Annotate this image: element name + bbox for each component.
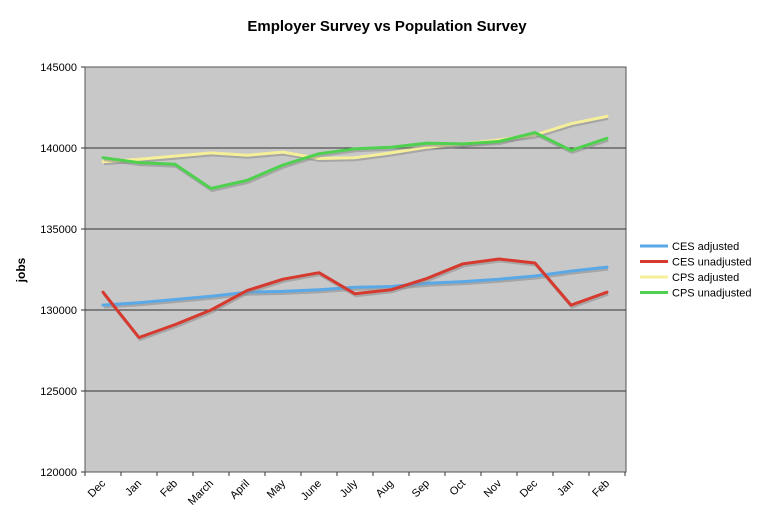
y-tick-label: 145000 [40, 62, 77, 74]
legend-label: CES adjusted [672, 241, 739, 253]
y-tick-label: 135000 [40, 224, 77, 236]
x-tick-label: Feb [158, 478, 180, 500]
x-tick-label: May [265, 477, 289, 501]
legend: CES adjusted CES unadjusted CPS adjusted CP… [640, 241, 752, 300]
series-lines [101, 114, 609, 341]
chart-title: Employer Survey vs Population Survey [247, 18, 527, 35]
y-axis-ticks: 120000 125000 130000 135000 140000 145000 [40, 62, 85, 479]
x-tick-label: Dec [86, 477, 109, 500]
x-tick-label: Aug [374, 478, 396, 500]
x-tick-label: Sep [410, 478, 432, 500]
x-tick-label: June [299, 478, 324, 503]
y-tick-label: 120000 [40, 467, 77, 479]
x-tick-label: April [228, 478, 252, 502]
x-tick-label: Nov [482, 477, 505, 500]
x-tick-label: Oct [448, 478, 469, 499]
x-tick-label: Jan [555, 478, 576, 499]
series-shadow [102, 259, 609, 341]
plot-area [84, 66, 627, 473]
x-tick-label: July [338, 477, 361, 500]
y-axis-label: jobs [14, 257, 28, 283]
legend-label: CPS unadjusted [672, 288, 752, 300]
x-tick-label: Jan [123, 478, 144, 499]
y-tick-label: 140000 [40, 143, 77, 155]
y-tick-label: 125000 [40, 386, 77, 398]
y-tick-label: 130000 [40, 305, 77, 317]
x-tick-label: Feb [590, 478, 612, 500]
x-tick-label: Dec [518, 477, 541, 500]
legend-label: CPS adjusted [672, 272, 739, 284]
x-tick-label: March [186, 478, 216, 508]
series-shadow [103, 267, 609, 309]
x-axis-ticks: Dec Jan Feb March April May June July Aug Sep Oct N… [84, 472, 626, 508]
legend-label: CES unadjusted [672, 257, 752, 269]
